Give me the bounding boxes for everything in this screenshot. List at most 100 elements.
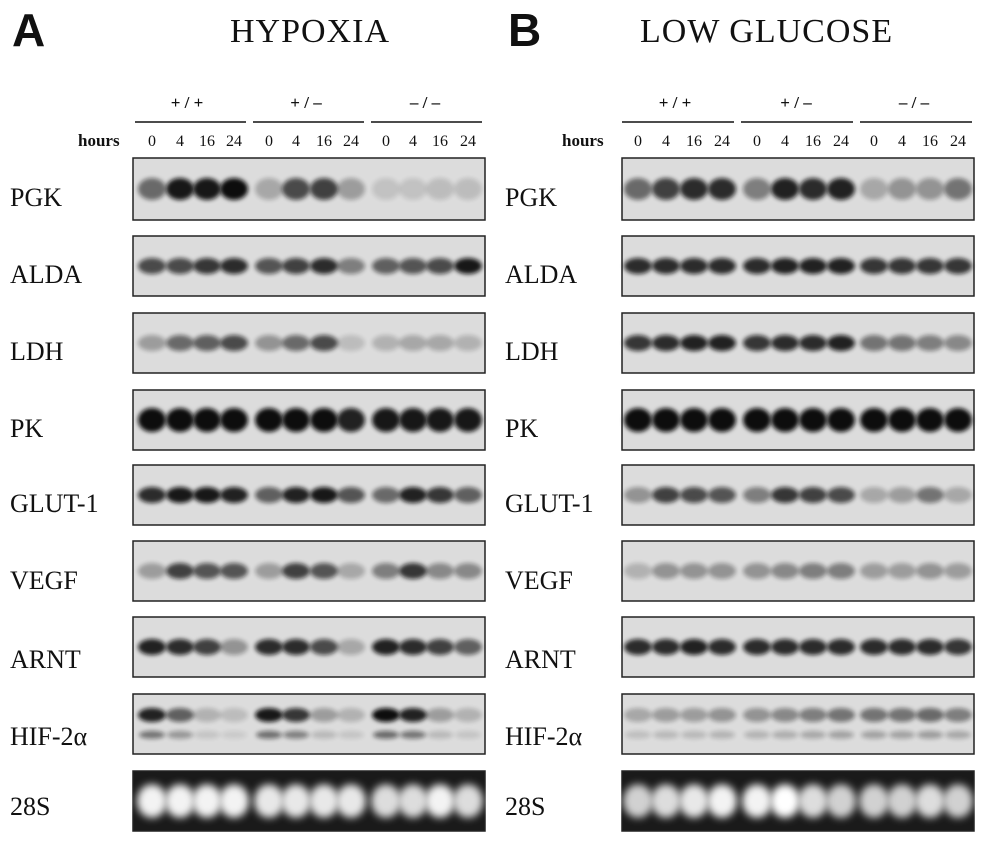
blot-band bbox=[827, 178, 855, 200]
blot-band bbox=[708, 178, 736, 200]
gene-label: VEGF bbox=[505, 566, 573, 595]
blot-band bbox=[652, 408, 680, 432]
blot-band bbox=[680, 335, 708, 351]
blot-band bbox=[624, 563, 652, 579]
timepoint-label: 16 bbox=[686, 133, 702, 150]
blot-band bbox=[888, 408, 916, 432]
genotype-label: + / + bbox=[171, 93, 204, 112]
gene-label: PGK bbox=[505, 183, 557, 212]
blot-band bbox=[220, 563, 248, 579]
timepoint-label: 16 bbox=[805, 133, 821, 150]
blot-band bbox=[337, 563, 365, 579]
rrna-band bbox=[742, 784, 772, 818]
timepoint-label: 24 bbox=[950, 133, 966, 150]
blot-band bbox=[255, 487, 283, 503]
blot-band bbox=[771, 178, 799, 200]
blot-band bbox=[337, 408, 365, 432]
timepoint-label: 0 bbox=[265, 133, 273, 150]
blot-band bbox=[771, 639, 799, 655]
blot-band bbox=[166, 487, 194, 503]
blot-band bbox=[860, 408, 888, 432]
timepoint-label: 4 bbox=[662, 133, 670, 150]
blot-band bbox=[220, 639, 248, 655]
timepoint-label: 16 bbox=[432, 133, 448, 150]
blot-band bbox=[652, 708, 680, 722]
blot-band bbox=[372, 708, 400, 722]
blot-band bbox=[399, 408, 427, 432]
rrna-band bbox=[165, 784, 195, 818]
blot-band bbox=[282, 563, 310, 579]
blot-strip bbox=[622, 541, 974, 601]
blot-band bbox=[138, 563, 166, 579]
blot-strips bbox=[133, 158, 485, 831]
blot-band bbox=[255, 258, 283, 274]
blot-band bbox=[454, 708, 482, 722]
gene-label: GLUT-1 bbox=[10, 489, 99, 518]
panel-a-title: HYPOXIA bbox=[230, 13, 390, 50]
blot-band bbox=[166, 178, 194, 200]
timepoint-label: 4 bbox=[292, 133, 300, 150]
blot-band bbox=[337, 487, 365, 503]
blot-band bbox=[399, 563, 427, 579]
blot-band bbox=[653, 731, 679, 739]
blot-band bbox=[426, 708, 454, 722]
timepoint-labels: 0 4 16 24 0 4 16 24 0 4 16 24 bbox=[148, 133, 476, 150]
blot-band bbox=[771, 258, 799, 274]
blot-band bbox=[944, 258, 972, 274]
blot-band bbox=[193, 178, 221, 200]
blot-band bbox=[372, 487, 400, 503]
blot-band bbox=[916, 178, 944, 200]
blot-band bbox=[255, 708, 283, 722]
blot-band bbox=[799, 563, 827, 579]
blot-band bbox=[827, 408, 855, 432]
blot-band bbox=[399, 258, 427, 274]
blot-band bbox=[399, 487, 427, 503]
blot-strip bbox=[133, 236, 485, 296]
blot-band bbox=[708, 408, 736, 432]
blot-strip bbox=[622, 465, 974, 525]
blot-band bbox=[426, 487, 454, 503]
blot-band bbox=[743, 639, 771, 655]
blot-band bbox=[888, 563, 916, 579]
blot-band bbox=[193, 563, 221, 579]
rrna-band bbox=[453, 784, 483, 818]
blot-band bbox=[860, 178, 888, 200]
blot-band bbox=[888, 178, 916, 200]
blot-band bbox=[337, 258, 365, 274]
blot-band bbox=[771, 487, 799, 503]
blot-band bbox=[799, 335, 827, 351]
timepoint-label: 16 bbox=[316, 133, 332, 150]
blot-band bbox=[310, 563, 338, 579]
rrna-band bbox=[915, 784, 945, 818]
blot-band bbox=[282, 335, 310, 351]
blot-strip bbox=[133, 158, 485, 220]
blot-band bbox=[193, 708, 221, 722]
blot-band bbox=[282, 408, 310, 432]
timepoint-label: 0 bbox=[753, 133, 761, 150]
timepoint-label: 4 bbox=[898, 133, 906, 150]
timepoint-label: 4 bbox=[176, 133, 184, 150]
blot-band bbox=[888, 258, 916, 274]
blot-band bbox=[337, 335, 365, 351]
timepoint-label: 4 bbox=[781, 133, 789, 150]
blot-band bbox=[681, 731, 707, 739]
blot-band bbox=[283, 731, 309, 739]
rrna-band bbox=[137, 784, 167, 818]
blot-strip bbox=[622, 390, 974, 450]
blot-band bbox=[860, 563, 888, 579]
rrna-band bbox=[281, 784, 311, 818]
blot-band bbox=[166, 563, 194, 579]
blot-band bbox=[338, 731, 364, 739]
blot-band bbox=[624, 335, 652, 351]
gene-label: 28S bbox=[10, 792, 50, 821]
blot-band bbox=[193, 487, 221, 503]
blot-band bbox=[454, 258, 482, 274]
blot-band bbox=[310, 708, 338, 722]
blot-band bbox=[220, 178, 248, 200]
timepoint-label: 24 bbox=[833, 133, 849, 150]
blot-band bbox=[624, 487, 652, 503]
blot-band bbox=[743, 408, 771, 432]
blot-band bbox=[166, 639, 194, 655]
gene-label: PK bbox=[10, 414, 43, 443]
